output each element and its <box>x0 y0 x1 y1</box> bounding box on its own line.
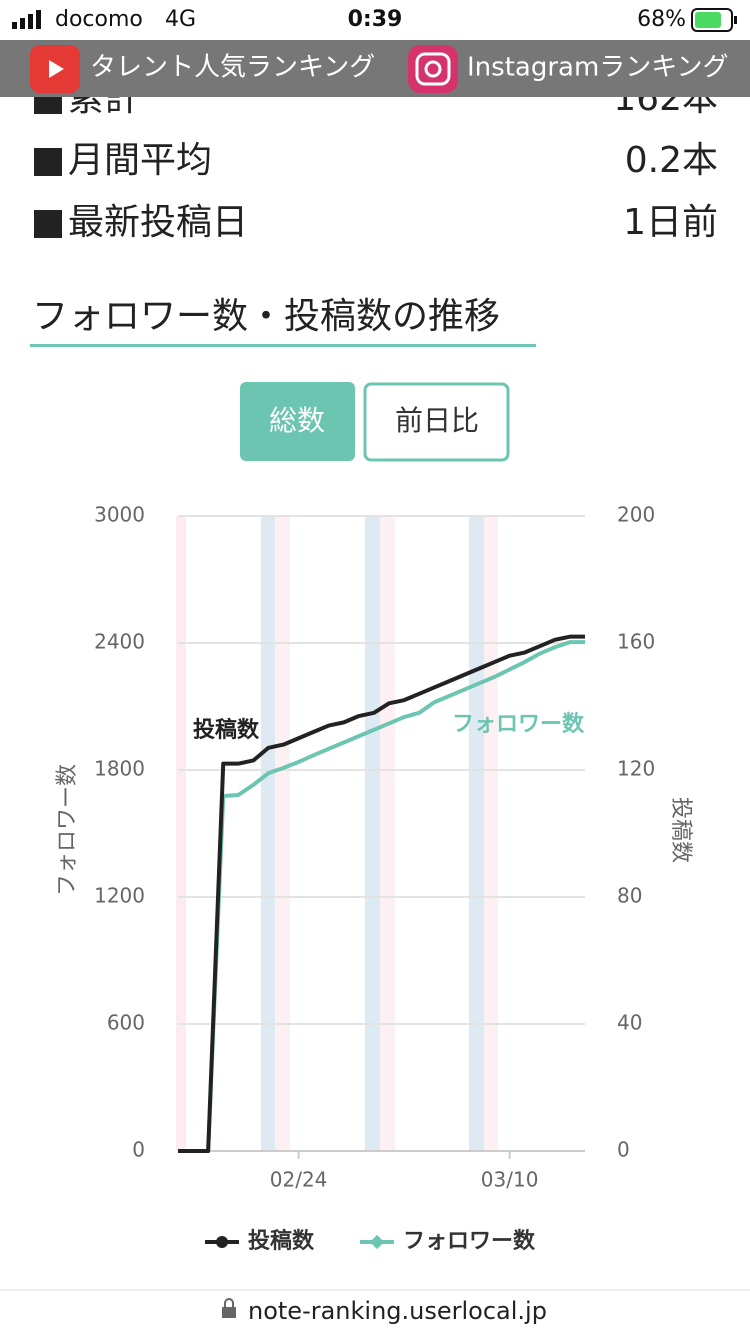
legend-marker <box>369 1234 385 1250</box>
y-tick-label: 2400 <box>94 630 145 654</box>
signal <box>12 10 41 29</box>
play-icon <box>49 60 64 78</box>
y2-tick-label: 120 <box>617 757 655 781</box>
series-annotation: 投稿数 <box>193 717 260 743</box>
url: note-ranking.userlocal.jp <box>248 1297 547 1325</box>
insta-glyph <box>424 60 442 78</box>
bullet <box>34 210 62 238</box>
toggle-label: 総数 <box>269 404 325 437</box>
banner <box>0 40 750 97</box>
status-bar <box>0 0 750 40</box>
section-title: フォロワー数・投稿数の推移 <box>32 296 500 337</box>
y-tick-label: 600 <box>107 1011 145 1035</box>
y2-axis-title: 投稿数 <box>668 797 693 863</box>
x-tick-label: 02/24 <box>270 1168 328 1192</box>
y-tick-label: 0 <box>132 1138 145 1162</box>
stat-value: 0.2本 <box>625 140 718 181</box>
legend-marker <box>216 1236 228 1248</box>
y2-tick-label: 200 <box>617 503 655 527</box>
banner-link[interactable]: Instagramランキング <box>467 53 729 83</box>
banner-link[interactable]: タレント人気ランキング <box>90 53 375 83</box>
legend-label: 投稿数 <box>248 1228 315 1254</box>
series-annotation: フォロワー数 <box>452 711 585 737</box>
battery-icon <box>691 8 737 32</box>
chart: 0 600 1200 1800 2400 3000 0 40 80 120 160 200 02/24 0… <box>55 503 693 1255</box>
stat-value: 1日前 <box>623 202 718 243</box>
series-line <box>178 634 585 1153</box>
stat-label: 月間平均 <box>68 140 212 181</box>
title-underline <box>30 344 536 347</box>
y-tick-label: 1800 <box>94 757 145 781</box>
bullet <box>34 148 62 176</box>
y2-tick-label: 40 <box>617 1011 642 1035</box>
stat-label: 最新投稿日 <box>68 202 248 243</box>
series-line <box>178 640 585 1153</box>
toggle-button[interactable] <box>240 382 355 461</box>
y2-tick-label: 0 <box>617 1138 630 1162</box>
toggle-label: 前日比 <box>395 404 479 437</box>
insta-glyph <box>415 52 451 86</box>
y-tick-label: 1200 <box>94 884 145 908</box>
y2-tick-label: 80 <box>617 884 642 908</box>
legend-label: フォロワー数 <box>403 1228 536 1254</box>
y2-tick-label: 160 <box>617 630 655 654</box>
lock-icon <box>222 1298 236 1318</box>
carrier: docomo <box>55 7 143 32</box>
toggle-button[interactable] <box>363 382 510 462</box>
battery-text: 68% <box>637 7 686 32</box>
time: 0:39 <box>348 7 403 32</box>
x-tick-label: 03/10 <box>481 1168 539 1192</box>
network: 4G <box>165 7 196 32</box>
weekend-bands <box>176 516 498 1151</box>
y-axis-title: フォロワー数 <box>55 764 80 896</box>
y-tick-label: 3000 <box>94 503 145 527</box>
